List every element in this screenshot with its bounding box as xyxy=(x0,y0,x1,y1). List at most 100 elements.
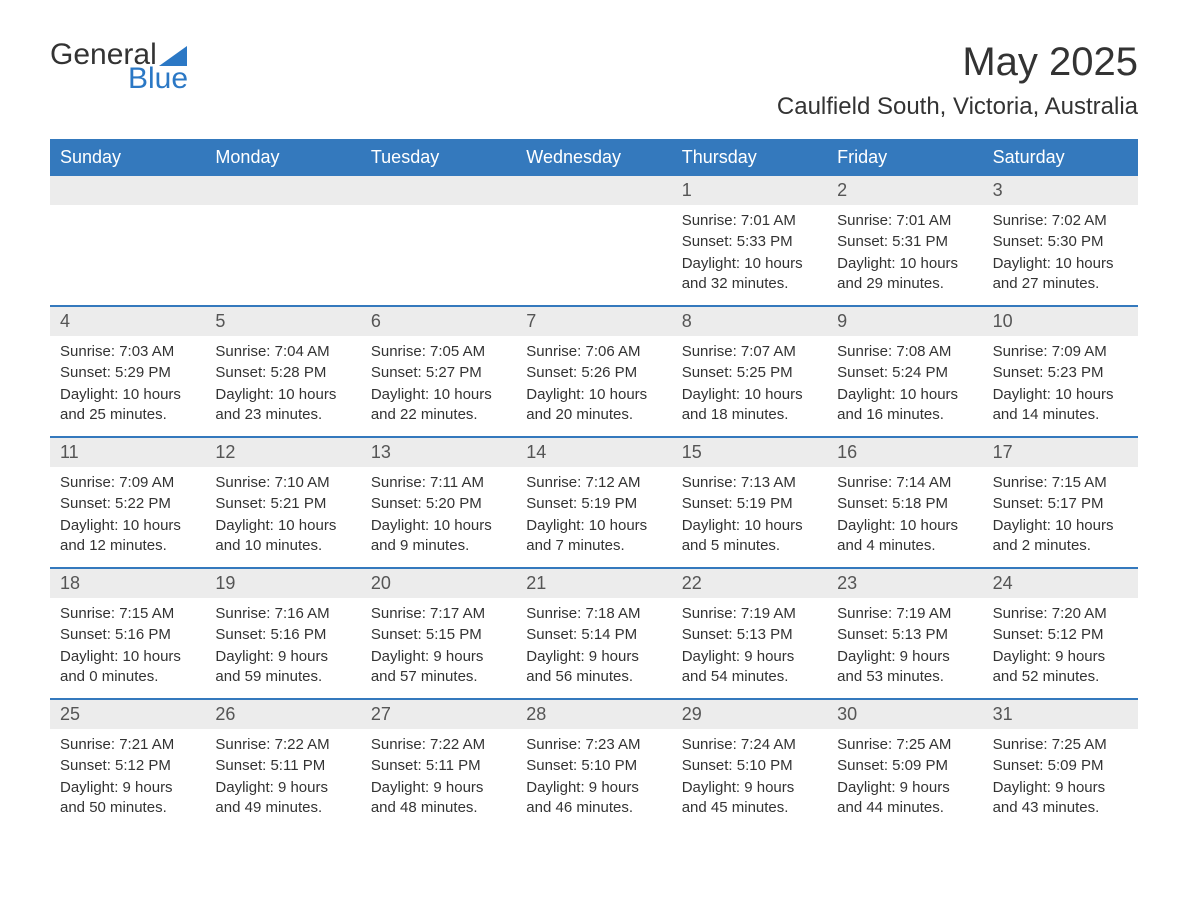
sunrise-line: Sunrise: 7:01 AM xyxy=(682,211,817,231)
day-number: 2 xyxy=(827,176,982,205)
calendar-cell: 16Sunrise: 7:14 AMSunset: 5:18 PMDayligh… xyxy=(827,438,982,567)
sunset-line: Sunset: 5:14 PM xyxy=(526,625,661,645)
daylight-line: Daylight: 10 hours and 25 minutes. xyxy=(60,385,195,426)
cell-body: Sunrise: 7:11 AMSunset: 5:20 PMDaylight:… xyxy=(361,467,516,567)
cell-body: Sunrise: 7:07 AMSunset: 5:25 PMDaylight:… xyxy=(672,336,827,436)
cell-body: Sunrise: 7:04 AMSunset: 5:28 PMDaylight:… xyxy=(205,336,360,436)
sunset-line: Sunset: 5:12 PM xyxy=(60,756,195,776)
sunset-line: Sunset: 5:19 PM xyxy=(682,494,817,514)
daylight-line: Daylight: 10 hours and 12 minutes. xyxy=(60,516,195,557)
week-row: 4Sunrise: 7:03 AMSunset: 5:29 PMDaylight… xyxy=(50,305,1138,436)
sunset-line: Sunset: 5:31 PM xyxy=(837,232,972,252)
day-number: 6 xyxy=(361,307,516,336)
daylight-line: Daylight: 9 hours and 50 minutes. xyxy=(60,778,195,819)
sunrise-line: Sunrise: 7:14 AM xyxy=(837,473,972,493)
calendar-cell: 5Sunrise: 7:04 AMSunset: 5:28 PMDaylight… xyxy=(205,307,360,436)
sunset-line: Sunset: 5:16 PM xyxy=(60,625,195,645)
day-number: 7 xyxy=(516,307,671,336)
day-number: 20 xyxy=(361,569,516,598)
daylight-line: Daylight: 10 hours and 32 minutes. xyxy=(682,254,817,295)
calendar-cell: 7Sunrise: 7:06 AMSunset: 5:26 PMDaylight… xyxy=(516,307,671,436)
day-number: 4 xyxy=(50,307,205,336)
calendar-cell: 27Sunrise: 7:22 AMSunset: 5:11 PMDayligh… xyxy=(361,700,516,829)
sunset-line: Sunset: 5:15 PM xyxy=(371,625,506,645)
daylight-line: Daylight: 10 hours and 14 minutes. xyxy=(993,385,1128,426)
day-number: 15 xyxy=(672,438,827,467)
day-number: 31 xyxy=(983,700,1138,729)
daylight-line: Daylight: 9 hours and 43 minutes. xyxy=(993,778,1128,819)
cell-body: Sunrise: 7:03 AMSunset: 5:29 PMDaylight:… xyxy=(50,336,205,436)
cell-body: Sunrise: 7:05 AMSunset: 5:27 PMDaylight:… xyxy=(361,336,516,436)
daylight-line: Daylight: 10 hours and 22 minutes. xyxy=(371,385,506,426)
day-number: 26 xyxy=(205,700,360,729)
calendar-cell: 14Sunrise: 7:12 AMSunset: 5:19 PMDayligh… xyxy=(516,438,671,567)
sunset-line: Sunset: 5:26 PM xyxy=(526,363,661,383)
day-number: 29 xyxy=(672,700,827,729)
calendar-cell: 22Sunrise: 7:19 AMSunset: 5:13 PMDayligh… xyxy=(672,569,827,698)
daylight-line: Daylight: 10 hours and 2 minutes. xyxy=(993,516,1128,557)
sunrise-line: Sunrise: 7:05 AM xyxy=(371,342,506,362)
calendar-cell: 10Sunrise: 7:09 AMSunset: 5:23 PMDayligh… xyxy=(983,307,1138,436)
logo-word2: Blue xyxy=(128,64,188,94)
daylight-line: Daylight: 10 hours and 0 minutes. xyxy=(60,647,195,688)
day-number: 11 xyxy=(50,438,205,467)
sunset-line: Sunset: 5:12 PM xyxy=(993,625,1128,645)
cell-body: Sunrise: 7:20 AMSunset: 5:12 PMDaylight:… xyxy=(983,598,1138,698)
calendar-cell: 8Sunrise: 7:07 AMSunset: 5:25 PMDaylight… xyxy=(672,307,827,436)
dayname: Saturday xyxy=(983,139,1138,176)
sunrise-line: Sunrise: 7:25 AM xyxy=(837,735,972,755)
day-number: 21 xyxy=(516,569,671,598)
sunrise-line: Sunrise: 7:10 AM xyxy=(215,473,350,493)
sunrise-line: Sunrise: 7:08 AM xyxy=(837,342,972,362)
day-number: 27 xyxy=(361,700,516,729)
cell-body: Sunrise: 7:22 AMSunset: 5:11 PMDaylight:… xyxy=(205,729,360,829)
day-number: 24 xyxy=(983,569,1138,598)
sunrise-line: Sunrise: 7:20 AM xyxy=(993,604,1128,624)
sunset-line: Sunset: 5:24 PM xyxy=(837,363,972,383)
daylight-line: Daylight: 10 hours and 23 minutes. xyxy=(215,385,350,426)
day-number: 30 xyxy=(827,700,982,729)
day-number: 23 xyxy=(827,569,982,598)
day-number: 14 xyxy=(516,438,671,467)
day-number: 1 xyxy=(672,176,827,205)
week-row: 25Sunrise: 7:21 AMSunset: 5:12 PMDayligh… xyxy=(50,698,1138,829)
daylight-line: Daylight: 9 hours and 59 minutes. xyxy=(215,647,350,688)
dayname: Tuesday xyxy=(361,139,516,176)
dayname: Thursday xyxy=(672,139,827,176)
sunset-line: Sunset: 5:10 PM xyxy=(682,756,817,776)
daylight-line: Daylight: 9 hours and 53 minutes. xyxy=(837,647,972,688)
daylight-line: Daylight: 10 hours and 10 minutes. xyxy=(215,516,350,557)
sunrise-line: Sunrise: 7:19 AM xyxy=(837,604,972,624)
sunset-line: Sunset: 5:22 PM xyxy=(60,494,195,514)
sunset-line: Sunset: 5:18 PM xyxy=(837,494,972,514)
sunrise-line: Sunrise: 7:19 AM xyxy=(682,604,817,624)
calendar: SundayMondayTuesdayWednesdayThursdayFrid… xyxy=(50,139,1138,829)
sunset-line: Sunset: 5:27 PM xyxy=(371,363,506,383)
calendar-cell: 12Sunrise: 7:10 AMSunset: 5:21 PMDayligh… xyxy=(205,438,360,567)
dayname: Friday xyxy=(827,139,982,176)
cell-body: Sunrise: 7:06 AMSunset: 5:26 PMDaylight:… xyxy=(516,336,671,436)
cell-body: Sunrise: 7:13 AMSunset: 5:19 PMDaylight:… xyxy=(672,467,827,567)
calendar-cell: 17Sunrise: 7:15 AMSunset: 5:17 PMDayligh… xyxy=(983,438,1138,567)
daylight-line: Daylight: 9 hours and 49 minutes. xyxy=(215,778,350,819)
sunset-line: Sunset: 5:09 PM xyxy=(837,756,972,776)
calendar-cell: 1 Sunrise: 7:01 AMSunset: 5:33 PMDaylight… xyxy=(672,176,827,305)
calendar-cell: 4Sunrise: 7:03 AMSunset: 5:29 PMDaylight… xyxy=(50,307,205,436)
calendar-cell: 21Sunrise: 7:18 AMSunset: 5:14 PMDayligh… xyxy=(516,569,671,698)
sunset-line: Sunset: 5:33 PM xyxy=(682,232,817,252)
calendar-cell: 6Sunrise: 7:05 AMSunset: 5:27 PMDaylight… xyxy=(361,307,516,436)
sunrise-line: Sunrise: 7:15 AM xyxy=(60,604,195,624)
sunrise-line: Sunrise: 7:13 AM xyxy=(682,473,817,493)
sunrise-line: Sunrise: 7:21 AM xyxy=(60,735,195,755)
sunset-line: Sunset: 5:30 PM xyxy=(993,232,1128,252)
sunrise-line: Sunrise: 7:22 AM xyxy=(215,735,350,755)
day-number: 18 xyxy=(50,569,205,598)
calendar-cell: 9Sunrise: 7:08 AMSunset: 5:24 PMDaylight… xyxy=(827,307,982,436)
cell-body: Sunrise: 7:15 AMSunset: 5:16 PMDaylight:… xyxy=(50,598,205,698)
calendar-cell: 13Sunrise: 7:11 AMSunset: 5:20 PMDayligh… xyxy=(361,438,516,567)
day-number: 3 xyxy=(983,176,1138,205)
sunrise-line: Sunrise: 7:18 AM xyxy=(526,604,661,624)
month-title: May 2025 xyxy=(777,40,1138,85)
location: Caulfield South, Victoria, Australia xyxy=(777,93,1138,121)
day-number: 9 xyxy=(827,307,982,336)
